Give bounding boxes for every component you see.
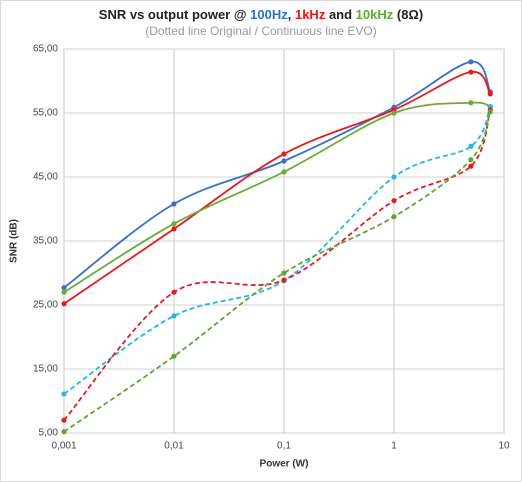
x-tick-label: 10 [498, 441, 510, 452]
y-tick-label: 35,00 [33, 236, 58, 247]
data-point [61, 391, 67, 397]
data-point [281, 169, 287, 175]
data-point [171, 201, 177, 207]
y-tick-label: 55,00 [33, 108, 58, 119]
chart-subtitle: (Dotted line Original / Continuous line … [145, 24, 376, 38]
x-axis-label: Power (W) [260, 459, 309, 470]
title-part: 100Hz [250, 7, 288, 22]
y-tick-label: 25,00 [33, 300, 58, 311]
data-point [468, 59, 474, 65]
y-tick-label: 65,00 [33, 44, 58, 55]
data-point [61, 301, 67, 307]
data-point [281, 270, 287, 276]
data-point [487, 109, 493, 115]
data-point [171, 313, 177, 319]
data-point [391, 174, 397, 180]
series-line [63, 109, 492, 421]
data-point [391, 214, 397, 220]
x-tick-label: 0,1 [277, 441, 291, 452]
chart-title: SNR vs output power @ 100Hz, 1kHz and 10… [99, 7, 423, 22]
data-point [61, 289, 67, 295]
data-point [171, 226, 177, 232]
data-point [171, 353, 177, 359]
data-point [61, 417, 67, 423]
data-point [61, 285, 67, 291]
data-point [468, 143, 474, 149]
title-part: and [325, 7, 355, 22]
data-point [281, 277, 287, 283]
data-point [487, 91, 493, 97]
title-part: (8Ω) [393, 7, 423, 22]
data-point [391, 198, 397, 204]
title-part: , [288, 7, 295, 22]
x-tick-label: 1 [391, 441, 397, 452]
y-tick-label: 15,00 [33, 364, 58, 375]
data-point [468, 69, 474, 75]
data-point [281, 151, 287, 157]
title-part: SNR vs output power @ [99, 7, 250, 22]
data-point [391, 110, 397, 116]
data-point [281, 158, 287, 164]
title-part: 1kHz [295, 7, 326, 22]
data-point [61, 429, 67, 435]
data-point [468, 163, 474, 169]
y-tick-label: 45,00 [33, 172, 58, 183]
data-point [171, 289, 177, 295]
data-point [468, 157, 474, 163]
y-axis-label: SNR (dB) [9, 219, 20, 263]
title-part: 10kHz [356, 7, 394, 22]
x-tick-label: 0,01 [164, 441, 184, 452]
data-point [171, 221, 177, 227]
y-tick-label: 5,00 [39, 428, 59, 439]
x-tick-label: 0,001 [51, 441, 76, 452]
data-point [468, 100, 474, 106]
